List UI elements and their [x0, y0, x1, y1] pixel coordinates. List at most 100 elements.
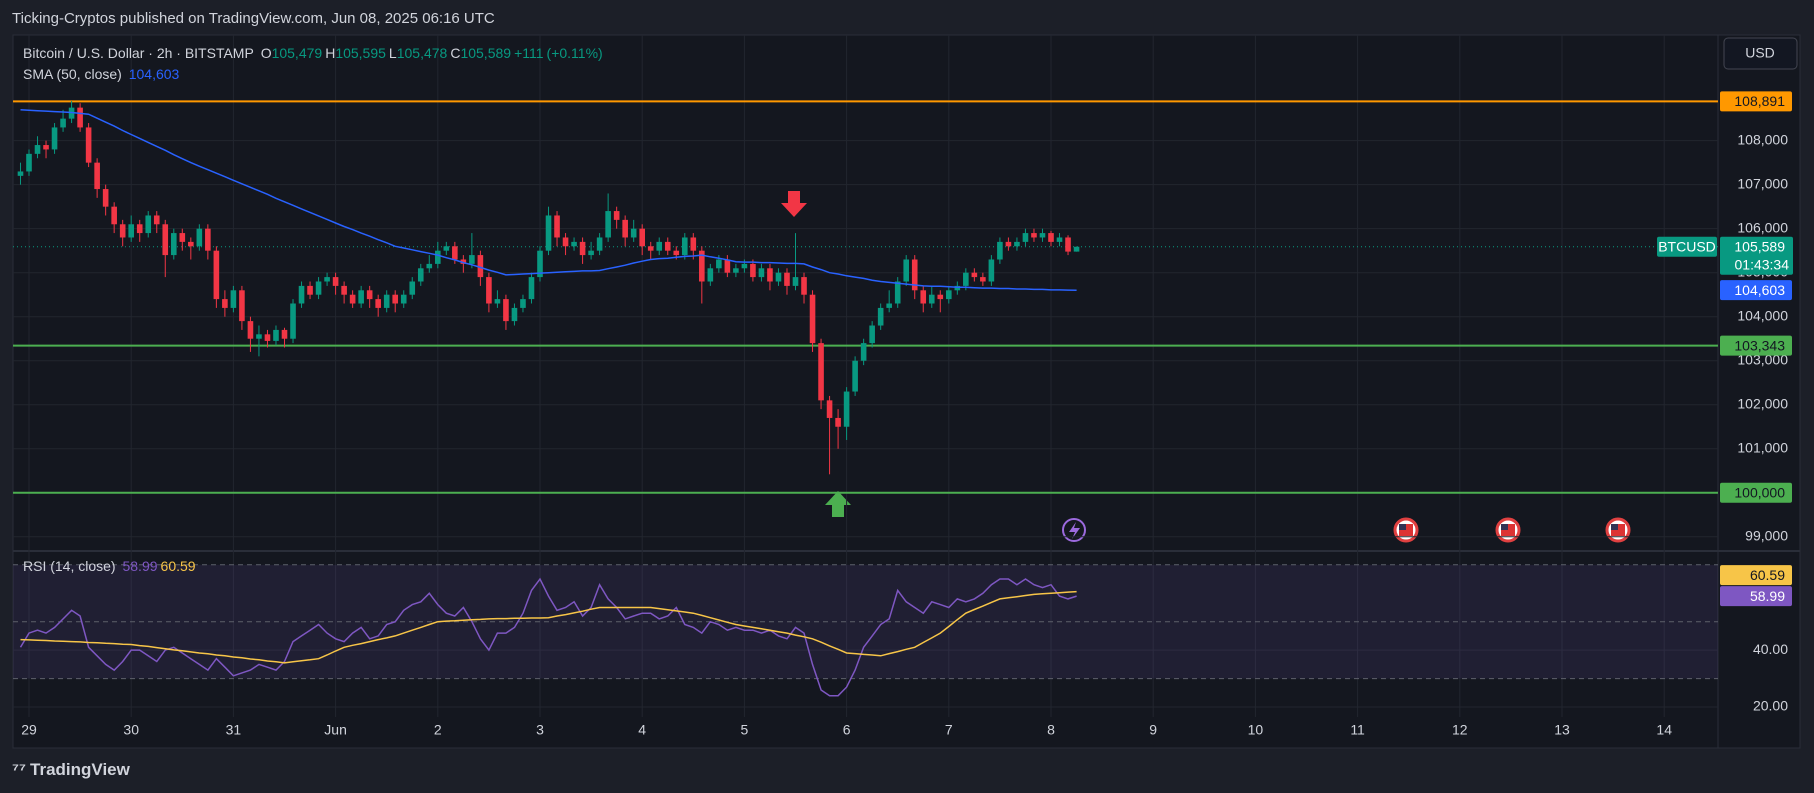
grid: [13, 35, 1718, 717]
candle-body: [324, 277, 330, 282]
candle-body: [639, 228, 645, 247]
candle-body: [809, 294, 816, 344]
candle-body: [179, 233, 186, 242]
us-flag-icon[interactable]: [1393, 517, 1419, 543]
y-tick-label: 106,000: [1737, 219, 1788, 235]
candle-body: [537, 250, 543, 278]
candle-body: [690, 237, 697, 251]
sma-value: 104,603: [128, 66, 180, 82]
candle-body: [358, 290, 364, 304]
us-flag-icon[interactable]: [1495, 517, 1521, 543]
candle-body: [545, 215, 552, 251]
sma-legend: SMA (50, close) 104,603: [23, 66, 182, 82]
candle-body: [26, 153, 32, 172]
candle-body: [852, 360, 858, 392]
candle-body: [162, 224, 169, 256]
us-flag-icon[interactable]: [1605, 517, 1631, 543]
symbol-label: BTCUSD: [1658, 238, 1716, 254]
brand-logo[interactable]: ⁷⁷ TradingView: [12, 760, 133, 780]
currency-button[interactable]: [1723, 37, 1798, 70]
candle-body: [102, 189, 109, 207]
candle-body: [315, 281, 322, 295]
currency: USD: [1745, 45, 1775, 61]
candle-body: [1031, 233, 1037, 238]
symbol-title: Bitcoin / U.S. Dollar · 2h · BITSTAMP: [23, 45, 254, 61]
candle-body: [247, 321, 254, 339]
candle-body: [818, 343, 824, 401]
rsi-legend: RSI (14, close) 58.99 60.59: [23, 558, 199, 574]
rsi-value: 60.59: [160, 558, 196, 574]
x-tick-label: 11: [1350, 722, 1365, 738]
candle-body: [298, 285, 305, 304]
sma-name: SMA (50, close): [23, 66, 122, 82]
price-box: [1720, 236, 1793, 275]
candle-body: [758, 268, 765, 278]
x-tick-label: 7: [945, 722, 953, 738]
x-tick-label: 14: [1656, 722, 1672, 738]
candle-body: [946, 290, 952, 300]
line-label-box: [1720, 335, 1792, 356]
candle-body: [400, 294, 407, 304]
candle-body: [681, 237, 688, 256]
candle-body: [920, 290, 927, 304]
candle-body: [724, 259, 731, 273]
candle-body: [230, 290, 237, 308]
candle-body: [860, 343, 867, 361]
candle-body: [273, 329, 279, 341]
change: +111: [514, 45, 544, 61]
candle-body: [605, 211, 611, 238]
candle-body: [1065, 237, 1071, 252]
line-label: 100,000: [1734, 484, 1785, 500]
candle-body: [622, 219, 628, 238]
candle-body: [886, 303, 892, 308]
x-tick-label: 30: [123, 722, 139, 738]
candle-body: [366, 290, 373, 300]
candle-body: [205, 228, 211, 251]
sma-label: 104,603: [1734, 282, 1785, 298]
candle-body: [85, 127, 92, 163]
candle-body: [60, 118, 66, 128]
candle-body: [928, 294, 935, 304]
line-label-box: [1720, 482, 1792, 503]
candle-body: [111, 206, 117, 225]
candle-body: [213, 250, 220, 300]
rsi-ma-label-box: [1720, 565, 1792, 586]
candle-body: [443, 246, 450, 251]
candle-body: [503, 299, 509, 322]
change-pct: (+0.11%): [546, 45, 603, 61]
candle-body: [971, 272, 978, 278]
candle-body: [17, 171, 24, 176]
x-tick-label: 13: [1554, 722, 1570, 738]
candle-body: [877, 307, 884, 326]
candle-body: [460, 259, 467, 264]
candle-body: [937, 294, 944, 300]
sma-label-box: [1720, 280, 1792, 301]
candle-body: [222, 299, 228, 308]
candle-body: [554, 215, 560, 238]
candle-body: [699, 250, 705, 282]
x-tick-label: 6: [843, 722, 851, 738]
ohlc-value: 105,479: [271, 45, 323, 61]
y-tick-label: 107,000: [1737, 175, 1788, 191]
ohlc-key: O: [260, 45, 272, 61]
candle-body: [588, 250, 594, 256]
symbol-box: [1657, 236, 1717, 257]
rsi-band: [13, 564, 1718, 679]
candle-body: [349, 294, 356, 304]
price-legend: Bitcoin / U.S. Dollar · 2h · BITSTAMP O1…: [23, 45, 606, 61]
candle-body: [290, 303, 296, 339]
rsi-value: 58.99: [122, 558, 158, 574]
candle-body: [613, 211, 620, 220]
candle-body: [128, 224, 134, 238]
candle-body: [486, 277, 492, 304]
rsi-name: RSI (14, close): [23, 558, 116, 574]
candle-body: [528, 277, 535, 300]
candle-body: [894, 281, 901, 304]
candle-body: [392, 294, 399, 304]
candle-body: [43, 145, 49, 150]
candle-body: [426, 263, 433, 269]
line-label-box: [1720, 91, 1792, 112]
rsi-line: [19, 577, 1077, 697]
